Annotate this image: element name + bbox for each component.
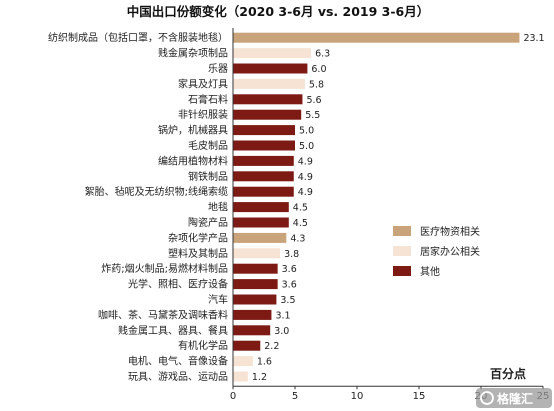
x-tick-label: 10 xyxy=(351,391,364,402)
watermark-logo-icon xyxy=(480,391,494,405)
bar xyxy=(233,202,289,213)
category-label: 石膏石料 xyxy=(188,93,228,106)
legend-label: 居家办公相关 xyxy=(420,245,480,258)
bar xyxy=(233,63,308,74)
category-label: 杂项化学产品 xyxy=(168,231,228,244)
watermark-badge xyxy=(476,388,552,408)
category-label: 钢铁制品 xyxy=(188,170,228,183)
bar xyxy=(233,325,271,336)
category-label: 乐器 xyxy=(208,63,228,75)
legend-swatch xyxy=(393,226,411,236)
value-label: 2.2 xyxy=(264,341,279,352)
category-label: 汽车 xyxy=(208,293,228,306)
bar xyxy=(233,371,248,382)
category-label: 毛皮制品 xyxy=(188,139,228,152)
value-label: 3.8 xyxy=(284,249,299,260)
bar xyxy=(233,125,295,136)
value-label: 1.6 xyxy=(257,357,272,368)
category-label: 贱金属工具、器具、餐具 xyxy=(118,324,228,337)
bar xyxy=(233,294,277,305)
category-label: 陶瓷产品 xyxy=(188,216,228,229)
value-label: 5.8 xyxy=(309,79,324,90)
category-label: 锅炉，机械器具 xyxy=(158,124,228,137)
category-label: 电机、电气、音像设备 xyxy=(128,355,228,368)
bar xyxy=(233,279,278,290)
bar xyxy=(233,140,295,151)
category-label: 贱金属杂项制品 xyxy=(158,47,228,60)
legend-swatch xyxy=(393,266,411,276)
unit-label: 百分点 xyxy=(490,366,526,381)
legend-label: 医疗物资相关 xyxy=(420,225,480,238)
bar xyxy=(233,48,312,59)
bar xyxy=(233,32,520,43)
watermark-text: 格隆汇 xyxy=(497,391,533,406)
bar xyxy=(233,217,289,228)
value-label: 5.0 xyxy=(299,126,314,137)
value-label: 4.9 xyxy=(298,156,313,167)
bar xyxy=(233,186,294,197)
value-label: 4.5 xyxy=(293,203,308,214)
value-label: 5.0 xyxy=(299,141,314,152)
bar xyxy=(233,171,294,182)
category-label: 絮胎、毡呢及无纺织物;线绳索缆 xyxy=(85,185,228,198)
value-label: 5.6 xyxy=(306,95,321,106)
category-label: 玩具、游戏品、运动品 xyxy=(128,370,228,383)
legend-label: 其他 xyxy=(420,265,440,278)
bar xyxy=(233,263,278,274)
bar xyxy=(233,109,302,120)
category-label: 塑料及其制品 xyxy=(168,247,228,260)
legend-swatch xyxy=(393,246,411,256)
category-label: 有机化学品 xyxy=(178,339,228,352)
value-label: 23.1 xyxy=(523,33,544,44)
bar xyxy=(233,309,272,320)
bar xyxy=(233,155,294,166)
bar xyxy=(233,78,305,89)
value-label: 3.1 xyxy=(275,310,290,321)
bar xyxy=(233,340,261,351)
bar xyxy=(233,356,253,367)
value-label: 6.0 xyxy=(311,64,326,75)
category-label: 非针织服装 xyxy=(178,108,228,121)
x-tick-label: 0 xyxy=(230,391,236,402)
chart-title: 中国出口份额变化（2020 3-6月 vs. 2019 3-6月） xyxy=(127,4,430,19)
bar xyxy=(233,232,287,243)
value-label: 5.5 xyxy=(305,110,320,121)
category-label: 家具及灯具 xyxy=(178,77,228,90)
category-label: 纺织制成品（包括口罩，不含服装地毯） xyxy=(48,31,228,44)
value-label: 4.3 xyxy=(290,233,305,244)
category-label: 光学、照相、医疗设备 xyxy=(128,278,228,291)
bar xyxy=(233,248,281,259)
x-tick-label: 15 xyxy=(413,391,426,402)
value-label: 3.6 xyxy=(282,264,297,275)
category-label: 炸药;烟火制品;易燃材料制品 xyxy=(101,262,228,275)
value-label: 4.9 xyxy=(298,187,313,198)
value-label: 4.9 xyxy=(298,172,313,183)
bar xyxy=(233,94,303,105)
category-label: 咖啡、茶、马黛茶及调味香料 xyxy=(98,308,228,321)
bars-layer: 纺织制成品（包括口罩，不含服装地毯） 23.1 贱金属杂项制品 6.3 乐器 6.0 家具及… xyxy=(48,31,545,383)
category-label: 地毯 xyxy=(208,201,228,214)
x-tick-label: 5 xyxy=(292,391,298,402)
category-label: 编结用植物材料 xyxy=(158,154,228,167)
watermark: 格隆汇 xyxy=(476,388,552,408)
value-label: 4.5 xyxy=(293,218,308,229)
value-label: 6.3 xyxy=(315,49,330,60)
value-label: 3.5 xyxy=(280,295,295,306)
value-label: 3.6 xyxy=(282,280,297,291)
value-label: 1.2 xyxy=(252,372,267,383)
value-label: 3.0 xyxy=(274,326,289,337)
